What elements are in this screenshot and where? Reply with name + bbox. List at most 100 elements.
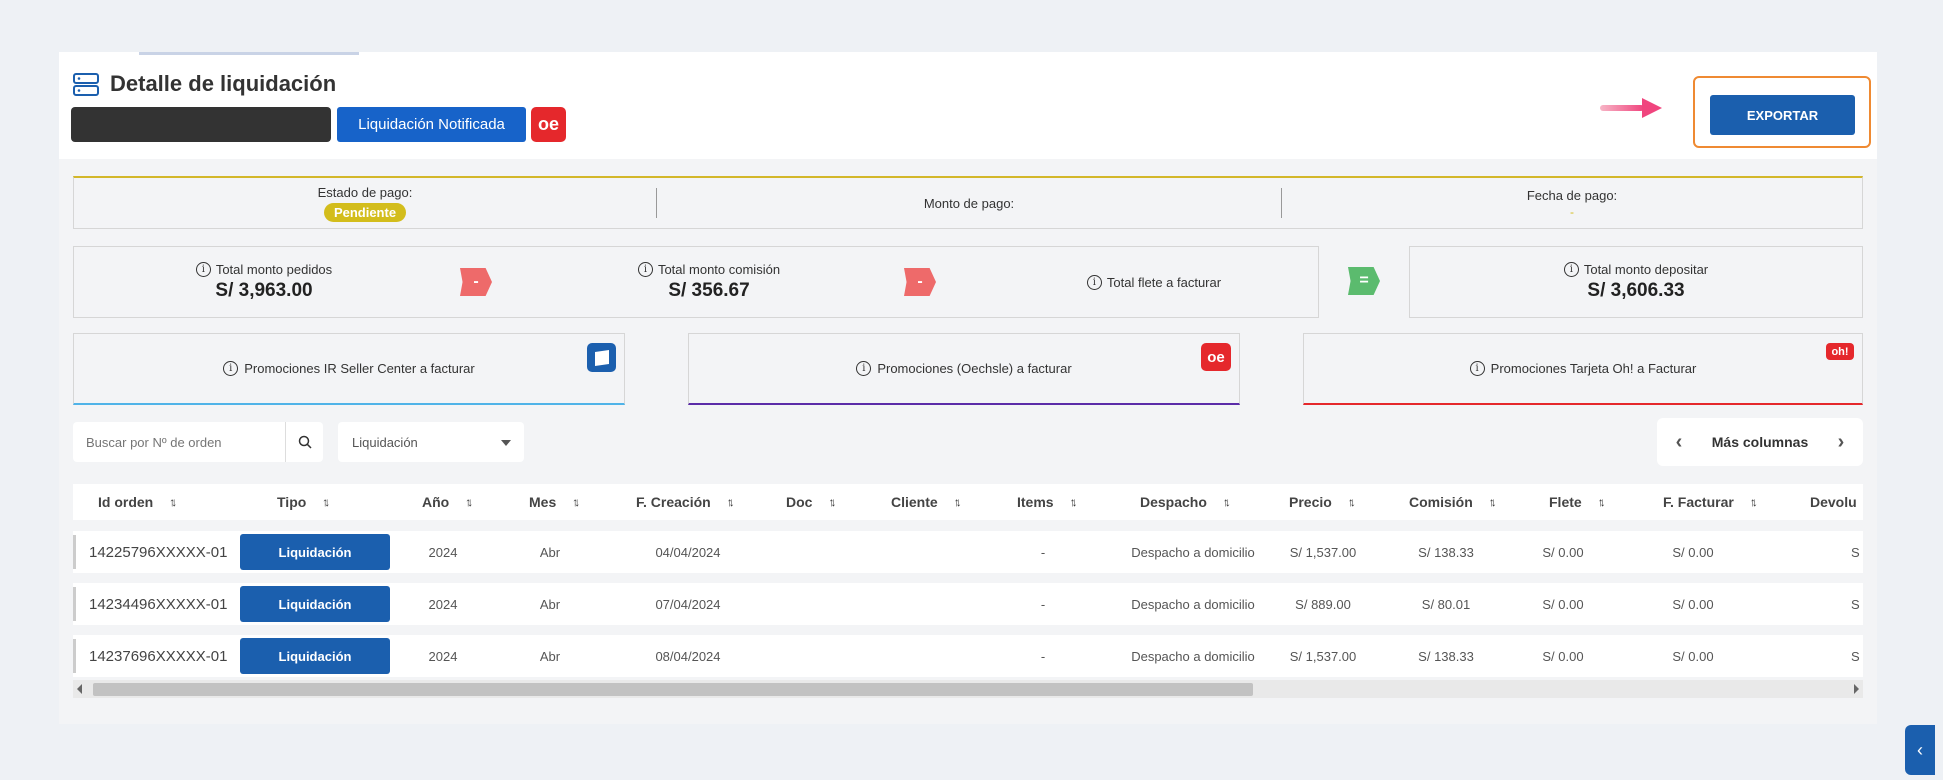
cell-mes: Abr (539, 648, 561, 664)
col-flete[interactable]: Flete ↑↓ (1549, 494, 1606, 510)
col-doc[interactable]: Doc ↑↓ (786, 494, 836, 510)
cell-tipo: Liquidación (240, 583, 390, 625)
total-deposit-label: Total monto depositar (1583, 262, 1709, 277)
cell-flete: S/ 0.00 (1542, 648, 1584, 664)
payment-status-label: Estado de pago: (317, 184, 413, 200)
sort-arrows-icon[interactable]: ↑↓ (1488, 495, 1497, 509)
total-commission-label: Total monto comisión (657, 262, 781, 277)
col-mes[interactable]: Mes ↑↓ (529, 494, 580, 510)
promo-tarjeta-oh[interactable]: i Promociones Tarjeta Oh! a Facturar oh! (1303, 333, 1863, 405)
info-icon[interactable]: i (637, 262, 653, 277)
scroll-right-icon[interactable] (1854, 684, 1859, 694)
payment-date: Fecha de pago: - (1282, 178, 1862, 228)
col-fecha-creacion[interactable]: F. Creación ↑↓ (636, 494, 735, 510)
total-commission: i Total monto comisión S/ 356.67 (574, 247, 844, 317)
total-freight: i Total flete a facturar (1034, 247, 1274, 317)
table-row[interactable]: 14234496XXXXX-01 Liquidación 2024 Abr 07… (73, 583, 1863, 625)
promo-oechsle[interactable]: i Promociones (Oechsle) a facturar oe (688, 333, 1240, 405)
export-button[interactable]: EXPORTAR (1710, 95, 1855, 135)
total-commission-value: S/ 356.67 (668, 280, 750, 301)
cell-facturar: S/ 0.00 (1672, 648, 1714, 664)
search-box (73, 422, 323, 462)
cell-id: 14237696XXXXX-01 (89, 647, 228, 665)
col-anio[interactable]: Año ↑↓ (422, 494, 473, 510)
col-devolucion[interactable]: Devolu (1810, 494, 1857, 510)
table-row[interactable]: 14225796XXXXX-01 Liquidación 2024 Abr 04… (73, 531, 1863, 573)
horizontal-scrollbar[interactable] (73, 680, 1863, 698)
cell-precio: S/ 889.00 (1295, 596, 1351, 612)
sort-arrows-icon[interactable]: ↑↓ (572, 495, 580, 509)
side-panel-toggle[interactable]: ‹ (1905, 725, 1935, 775)
page-title: Detalle de liquidación (110, 71, 337, 96)
cell-comision: S/ 80.01 (1421, 596, 1471, 612)
redacted-id (71, 107, 331, 142)
payment-date-label: Fecha de pago: (1526, 187, 1618, 203)
arrow-right-icon (1600, 98, 1662, 118)
col-fecha-facturar[interactable]: F. Facturar ↑↓ (1663, 494, 1758, 510)
cell-fecha: 08/04/2024 (655, 648, 721, 664)
table-row[interactable]: 14237696XXXXX-01 Liquidación 2024 Abr 08… (73, 635, 1863, 677)
total-freight-label: Total flete a facturar (1106, 274, 1222, 290)
divider (1281, 188, 1282, 218)
cell-id: 14225796XXXXX-01 (89, 543, 228, 561)
scroll-left-icon[interactable] (77, 684, 82, 694)
oechsle-logo: oe (1201, 343, 1231, 371)
col-id-orden[interactable]: Id orden ↑↓ (98, 494, 177, 510)
status-button[interactable]: Liquidación Notificada (337, 107, 526, 142)
col-items[interactable]: Items ↑↓ (1017, 494, 1078, 510)
sort-arrows-icon[interactable]: ↑↓ (1749, 495, 1758, 509)
sort-arrows-icon[interactable]: ↑↓ (953, 495, 962, 509)
chevron-left-icon[interactable]: ‹ (1675, 430, 1683, 453)
payment-status-row: Estado de pago: Pendiente Monto de pago:… (73, 176, 1863, 229)
payment-status: Estado de pago: Pendiente (74, 178, 656, 228)
tipo-button[interactable]: Liquidación (240, 638, 390, 674)
search-input[interactable] (73, 434, 285, 450)
sort-arrows-icon[interactable]: ↑↓ (828, 495, 836, 509)
cell-comision: S/ 138.33 (1418, 648, 1474, 664)
sort-arrows-icon[interactable]: ↑↓ (465, 495, 473, 509)
cell-tipo: Liquidación (240, 531, 390, 573)
tipo-button[interactable]: Liquidación (240, 586, 390, 622)
info-icon[interactable]: i (1563, 262, 1579, 277)
liquidation-card: Detalle de liquidación Liquidación Notif… (59, 52, 1935, 775)
minus-operator: - (460, 268, 492, 296)
sort-arrows-icon[interactable]: ↑↓ (322, 495, 330, 509)
info-icon[interactable]: i (1086, 274, 1102, 290)
promo-oechsle-label: Promociones (Oechsle) a facturar (877, 361, 1072, 376)
info-icon[interactable]: i (195, 262, 211, 277)
col-comision[interactable]: Comisión ↑↓ (1409, 494, 1497, 510)
promo-ir-seller[interactable]: i Promociones IR Seller Center a factura… (73, 333, 625, 405)
cell-fecha: 07/04/2024 (655, 596, 721, 612)
sort-arrows-icon[interactable]: ↑↓ (1347, 495, 1356, 509)
sort-arrows-icon[interactable]: ↑↓ (169, 495, 177, 509)
info-icon[interactable]: i (1469, 361, 1485, 376)
sort-arrows-icon[interactable]: ↑↓ (1222, 495, 1231, 509)
type-select[interactable]: Liquidación (338, 422, 524, 462)
cell-precio: S/ 1,537.00 (1289, 648, 1357, 664)
cell-items: - (1040, 544, 1046, 560)
orders-table: Id orden ↑↓ Tipo ↑↓ Año ↑↓ Mes ↑↓ F. Creació… (73, 484, 1863, 679)
col-despacho[interactable]: Despacho ↑↓ (1140, 494, 1231, 510)
payment-amount-label: Monto de pago: (923, 195, 1015, 211)
info-icon[interactable]: i (856, 361, 872, 376)
cell-tipo: Liquidación (240, 635, 390, 677)
tipo-button[interactable]: Liquidación (240, 534, 390, 570)
status-badge: Pendiente (323, 202, 407, 222)
total-deposit: i Total monto depositar S/ 3,606.33 (1410, 247, 1862, 317)
col-precio[interactable]: Precio ↑↓ (1289, 494, 1356, 510)
promo-ir-seller-label: Promociones IR Seller Center a facturar (244, 361, 475, 376)
search-button[interactable] (285, 422, 323, 462)
col-tipo[interactable]: Tipo ↑↓ (277, 494, 330, 510)
info-icon[interactable]: i (223, 361, 239, 376)
cell-despacho: Despacho a domicilio (1131, 596, 1255, 612)
sort-arrows-icon[interactable]: ↑↓ (726, 495, 735, 509)
scrollbar-thumb[interactable] (93, 683, 1253, 696)
oechsle-logo: oe (531, 107, 566, 142)
cell-devolucion: S (1851, 544, 1860, 560)
col-cliente[interactable]: Cliente ↑↓ (891, 494, 962, 510)
cell-mes: Abr (539, 544, 561, 560)
sort-arrows-icon[interactable]: ↑↓ (1597, 495, 1606, 509)
chevron-right-icon[interactable]: › (1837, 430, 1845, 453)
sort-arrows-icon[interactable]: ↑↓ (1069, 495, 1078, 509)
